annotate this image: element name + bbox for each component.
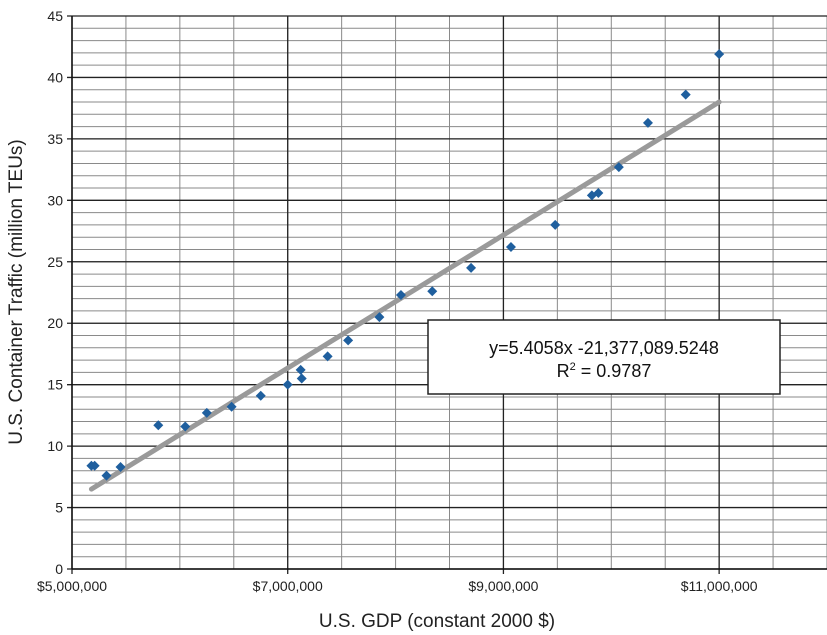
y-tick-label: 10 [47,438,63,454]
data-point [89,460,100,471]
data-point [282,379,293,390]
y-tick-label: 20 [47,315,63,331]
r-squared-prefix: R [557,361,570,381]
x-tick-label: $9,000,000 [468,578,538,594]
data-point [226,401,237,412]
data-point [374,312,385,323]
axes [71,16,827,570]
r-squared-value: = 0.9787 [576,361,652,381]
data-point [180,421,191,432]
x-tick-label: $11,000,000 [681,578,758,594]
data-point [466,262,477,273]
major-gridlines [67,15,827,574]
y-tick-label: 5 [55,500,63,516]
data-point [255,390,266,401]
x-tick-labels: $5,000,000 $7,000,000 $9,000,000 $11,000,00… [37,578,758,594]
r-squared-text: R2 = 0.9787 [557,361,652,381]
data-point [395,289,406,300]
y-axis-title: U.S. Container Traffic (million TEUs) [6,139,27,445]
data-point [296,373,307,384]
data-point [642,117,653,128]
r-squared-superscript: 2 [570,361,576,373]
y-tick-label: 40 [47,69,63,85]
y-tick-label: 0 [55,561,63,577]
y-tick-labels: 0 5 10 15 20 25 30 35 40 45 [47,8,63,577]
data-point [593,187,604,198]
data-point [101,470,112,481]
data-point [343,335,354,346]
data-point [201,407,212,418]
y-tick-label: 35 [47,131,63,147]
data-point [505,242,516,253]
data-point [550,219,561,230]
y-tick-label: 25 [47,254,63,270]
equation-text: y=5.4058x -21,377,089.5248 [489,338,719,358]
data-point [322,351,333,362]
data-point [714,49,725,60]
data-point [115,462,126,473]
data-point [295,364,306,375]
equation-box-frame [427,319,781,395]
data-points [86,49,725,481]
equation-box: y=5.4058x -21,377,089.5248 R2 = 0.9787 [427,319,781,395]
data-point [427,286,438,297]
y-tick-label: 15 [47,377,63,393]
data-point [613,162,624,173]
x-axis-title: U.S. GDP (constant 2000 $) [319,611,555,632]
x-tick-label: $7,000,000 [253,578,323,594]
data-point [680,89,691,100]
y-tick-label: 30 [47,192,63,208]
data-point [153,420,164,431]
x-tick-label: $5,000,000 [37,578,107,594]
y-tick-label: 45 [47,8,63,24]
minor-gridlines [71,15,827,570]
